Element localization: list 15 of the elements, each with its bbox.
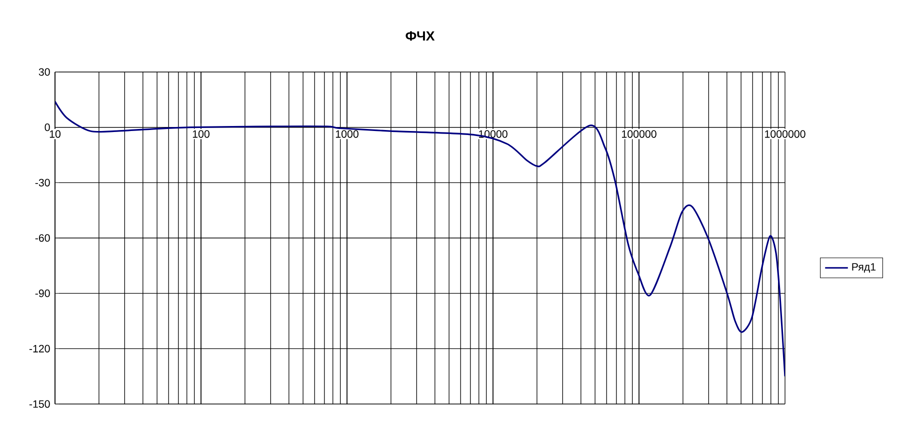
y-tick-label: -90	[35, 290, 50, 298]
x-tick-label: 10000	[478, 130, 508, 138]
y-tick-label: -150	[29, 400, 50, 408]
x-tick-label: 10	[50, 130, 61, 138]
x-tick-label: 1000	[336, 130, 358, 138]
y-tick-label: -120	[29, 344, 50, 352]
y-tick-label: 30	[38, 68, 50, 76]
y-tick-label: -60	[35, 234, 50, 242]
y-tick-label: -30	[35, 178, 50, 186]
x-tick-label: 100000	[622, 130, 656, 138]
y-tick-label: 0	[44, 124, 50, 132]
x-tick-label: 1000000	[765, 130, 806, 138]
x-tick-label: 100	[192, 130, 210, 138]
chart-title: ФЧХ	[406, 31, 435, 41]
legend-label: Ряд1	[852, 263, 876, 273]
